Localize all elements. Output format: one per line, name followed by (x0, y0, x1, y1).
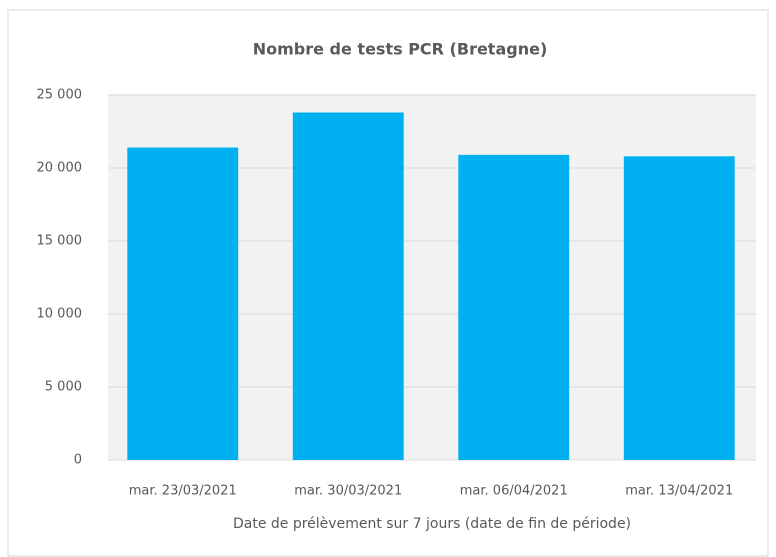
bar (292, 112, 404, 461)
x-tick-label: mar. 30/03/2021 (294, 484, 402, 499)
y-tick-label: 5 000 (45, 380, 82, 395)
x-axis-title: Date de prélèvement sur 7 jours (date de… (233, 516, 631, 532)
y-tick-label: 0 (74, 453, 82, 468)
bar (127, 147, 239, 460)
chart-title: Nombre de tests PCR (Bretagne) (253, 40, 548, 59)
y-tick-label: 10 000 (37, 307, 83, 322)
y-tick-label: 25 000 (37, 88, 83, 103)
x-tick-label: mar. 06/04/2021 (460, 484, 568, 499)
y-tick-label: 20 000 (37, 161, 83, 176)
bar (623, 156, 735, 460)
x-tick-label: mar. 23/03/2021 (129, 484, 237, 499)
bar (458, 154, 570, 461)
y-tick-label: 15 000 (37, 234, 83, 249)
x-tick-label: mar. 13/04/2021 (625, 484, 733, 499)
